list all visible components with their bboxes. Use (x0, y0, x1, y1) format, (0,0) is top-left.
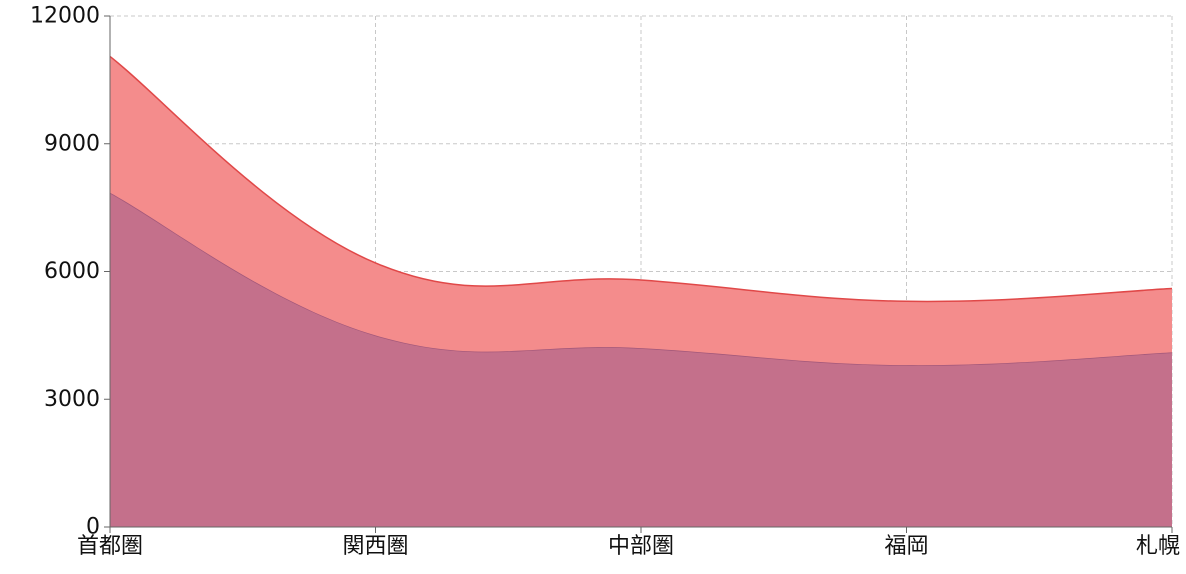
area-series (109, 55, 1173, 528)
x-tick-label: 札幌 (1136, 534, 1180, 559)
y-tick-labels: 0 3000 6000 9000 12000 (30, 4, 110, 540)
x-tick-label: 関西圏 (342, 534, 408, 559)
y-tick-label: 0 (86, 515, 100, 540)
x-tick-label: 中部圏 (608, 534, 674, 559)
area-series-1 (110, 192, 1172, 528)
y-tick-label: 3000 (44, 387, 100, 412)
y-tick-label: 9000 (44, 131, 100, 156)
x-tick-label: 福岡 (884, 534, 928, 559)
x-tick-labels: 首都圏 関西圏 中部圏 福岡 札幌 (77, 527, 1180, 559)
area-series-2-line (109, 55, 1173, 303)
area-series-2 (110, 56, 1172, 366)
y-tick-label: 12000 (30, 4, 100, 29)
y-tick-label: 6000 (44, 259, 100, 284)
x-tick-label: 首都圏 (77, 534, 143, 559)
